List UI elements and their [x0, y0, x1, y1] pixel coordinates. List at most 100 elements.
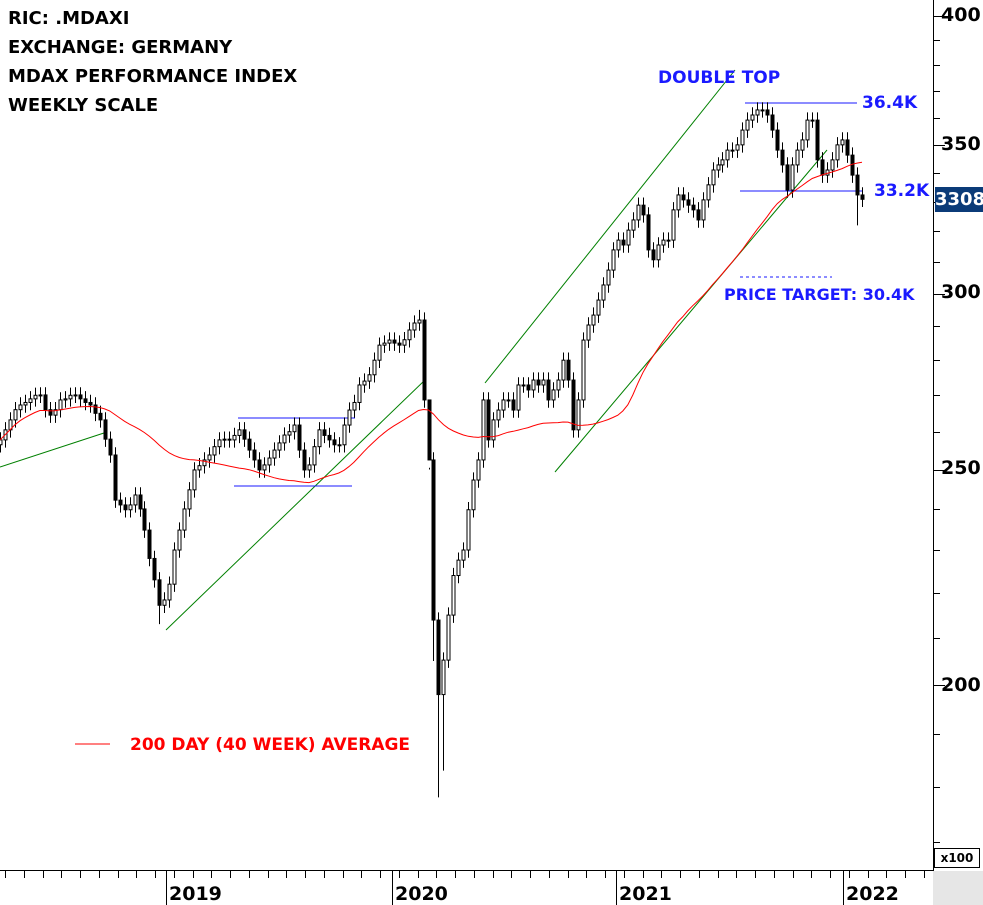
candle-up [576, 399, 581, 431]
candle-down [436, 619, 441, 696]
candle-up [740, 129, 745, 146]
candle-up [830, 159, 835, 171]
candle-down [775, 129, 780, 151]
candle-up [810, 119, 815, 122]
x-year-label: 2021 [619, 883, 672, 905]
price-target-label: PRICE TARGET: 30.4K [724, 285, 915, 304]
candle-up [292, 424, 297, 433]
moving-average-line [0, 161, 863, 484]
candle-up [616, 239, 621, 251]
candle-up [237, 429, 242, 436]
candle-up [63, 398, 68, 401]
candle-up [496, 409, 501, 421]
candle-up [362, 380, 367, 386]
candle-down [157, 579, 162, 606]
candle-up [277, 442, 282, 451]
candle-up [33, 394, 38, 400]
candle-up [272, 449, 277, 459]
candle-up [73, 394, 78, 397]
last-price-badge: 3308 [935, 187, 983, 212]
candle-up [412, 322, 417, 331]
candle-down [397, 342, 402, 346]
candle-down [83, 398, 88, 403]
candle-up [466, 509, 471, 551]
candle-down [681, 194, 686, 201]
candle-down [118, 499, 123, 506]
candle-up [18, 404, 23, 411]
candle-up [481, 399, 486, 461]
resistance-label: 36.4K [862, 93, 918, 113]
candle-down [302, 449, 307, 471]
candle-up [28, 398, 33, 403]
candle-up [656, 244, 661, 261]
candle-up [68, 394, 73, 400]
candle-up [212, 446, 217, 456]
candle-up [626, 229, 631, 246]
candle-up [631, 219, 636, 231]
candle-up [716, 164, 721, 171]
candle-up [317, 429, 322, 448]
double-top-label: DOUBLE TOP [658, 68, 781, 88]
candle-down [651, 249, 656, 261]
candle-up [606, 269, 611, 286]
candle-down [332, 439, 337, 446]
candle-down [422, 319, 427, 401]
candle-down [322, 429, 327, 436]
candle-down [48, 409, 53, 416]
candle-up [307, 464, 312, 471]
candle-down [770, 114, 775, 131]
trendline [165, 379, 426, 631]
candle-up [367, 374, 372, 382]
y-tick-label: 350 [941, 133, 981, 155]
candle-up [556, 379, 561, 391]
candle-down [142, 508, 147, 531]
candle-down [297, 424, 302, 451]
candle-up [461, 549, 466, 561]
candle-up [561, 359, 566, 381]
candle-up [661, 239, 666, 246]
multiplier-label: x100 [934, 848, 980, 868]
candle-down [696, 209, 701, 221]
candle-up [352, 401, 357, 411]
candle-up [611, 249, 616, 271]
candle-up [133, 494, 138, 506]
candle-up [725, 149, 730, 161]
candle-up [671, 209, 676, 241]
candle-up [13, 409, 18, 421]
candle-down [780, 149, 785, 166]
candle-up [282, 434, 287, 444]
candle-up [441, 659, 446, 696]
candle-up [795, 149, 800, 166]
candle-up [706, 184, 711, 201]
candle-up [202, 459, 207, 467]
candle-up [636, 204, 641, 221]
exchange-label: EXCHANGE: GERMANY [8, 37, 233, 58]
candle-up [760, 109, 765, 112]
candle-up [730, 149, 735, 152]
candle-up [581, 339, 586, 401]
y-tick-label: 300 [941, 281, 981, 303]
candle-up [207, 454, 212, 461]
candle-up [750, 114, 755, 121]
y-tick-label: 400 [941, 4, 981, 26]
candle-up [232, 434, 237, 441]
candle-up [342, 424, 347, 446]
candle-up [835, 144, 840, 161]
candle-up [372, 359, 377, 376]
channel-upper-line [484, 69, 736, 384]
candle-down [850, 154, 855, 176]
candle-down [860, 194, 865, 200]
candle-up [735, 144, 740, 151]
candle-up [407, 329, 412, 341]
candle-down [247, 438, 252, 451]
ma-legend-label: 200 DAY (40 WEEK) AVERAGE [130, 735, 411, 755]
candle-up [676, 194, 681, 211]
candle-up [596, 299, 601, 316]
candle-up [720, 159, 725, 166]
candle-up [222, 438, 227, 441]
candle-up [177, 529, 182, 551]
candle-up [800, 139, 805, 151]
candle-down [327, 434, 332, 441]
candle-up [666, 239, 671, 242]
candle-down [855, 174, 860, 196]
